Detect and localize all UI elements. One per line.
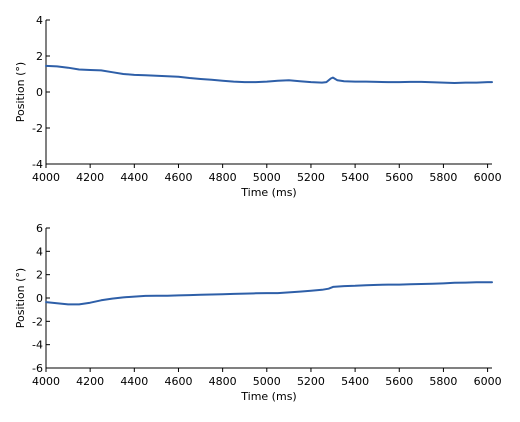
x-tick-label: 5200 — [297, 171, 325, 184]
x-tick-label: 5600 — [385, 375, 413, 388]
x-tick-label: 5400 — [341, 171, 369, 184]
x-tick-label: 5600 — [385, 171, 413, 184]
x-tick-label: 6000 — [474, 375, 502, 388]
x-axis-label: Time (ms) — [240, 390, 296, 403]
y-axis-label: Position (°) — [14, 62, 27, 122]
x-tick-label: 4600 — [164, 171, 192, 184]
x-tick-label: 5400 — [341, 375, 369, 388]
y-tick-label: 6 — [36, 222, 43, 235]
x-tick-label: 4400 — [120, 375, 148, 388]
y-tick-label: 0 — [36, 292, 43, 305]
y-tick-label: -2 — [32, 122, 43, 135]
y-tick-label: -2 — [32, 315, 43, 328]
y-axis-label: Position (°) — [14, 268, 27, 328]
x-tick-label: 4000 — [32, 171, 60, 184]
position-trace — [45, 281, 493, 306]
x-tick-label: 6000 — [474, 171, 502, 184]
y-tick-label: -6 — [32, 362, 43, 375]
x-tick-label: 4000 — [32, 375, 60, 388]
position-trace — [45, 64, 493, 84]
x-tick-label: 4200 — [76, 171, 104, 184]
y-tick-label: 2 — [36, 50, 43, 63]
x-tick-label: 5200 — [297, 375, 325, 388]
x-tick-label: 4800 — [209, 375, 237, 388]
y-tick-label: 0 — [36, 86, 43, 99]
x-tick-label: 4600 — [164, 375, 192, 388]
y-tick-label: 2 — [36, 269, 43, 282]
x-tick-label: 4400 — [120, 171, 148, 184]
x-tick-label: 4200 — [76, 375, 104, 388]
x-tick-label: 5800 — [429, 375, 457, 388]
y-tick-label: 4 — [36, 14, 43, 27]
x-tick-label: 5000 — [253, 375, 281, 388]
top-panel: 4000 4200 4400 4600 4800 5000 5200 5400 5600 5800… — [14, 14, 502, 199]
x-tick-label: 4800 — [209, 171, 237, 184]
y-tick-label: 4 — [36, 245, 43, 258]
y-tick-label: -4 — [32, 339, 43, 352]
x-tick-label: 5000 — [253, 171, 281, 184]
bottom-panel: 4000 4200 4400 4600 4800 5000 5200 5400 5600 5800… — [14, 222, 502, 403]
x-tick-label: 5800 — [429, 171, 457, 184]
x-axis-label: Time (ms) — [240, 186, 296, 199]
y-tick-label: -4 — [32, 158, 43, 171]
